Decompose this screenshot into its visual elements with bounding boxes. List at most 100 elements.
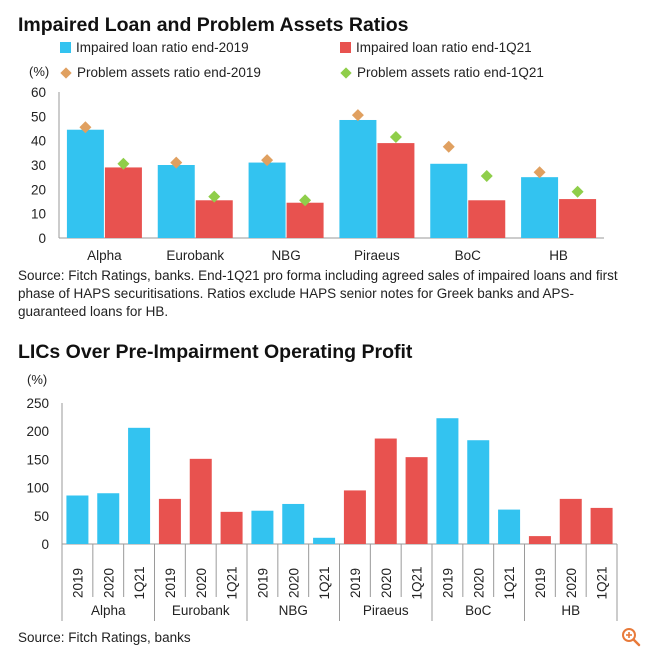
bar-piraeus-2019: [343, 490, 366, 544]
x-period-label: 2020: [101, 568, 116, 598]
bar-eurobank-2020: [189, 458, 212, 544]
bar-nbg-2019: [251, 510, 274, 544]
y-tick-label: 30: [31, 158, 46, 173]
chart2-title: LICs Over Pre-Impairment Operating Profi…: [18, 341, 413, 363]
diamond-marker-problem-assets-ratio-end-2019: [442, 140, 455, 153]
x-period-label: 2020: [379, 568, 394, 598]
x-period-label: 1Q21: [317, 566, 332, 599]
bar-impaired-loan-ratio-end-1q21: [377, 143, 415, 238]
legend-item-problem-1q21: Problem assets ratio end-1Q21: [340, 65, 544, 80]
lics-chart: (%) 0 50 100 150 200 250 2019 2020 1Q21 Alpha 2019 2…: [26, 372, 618, 621]
bar-eurobank-2019: [158, 498, 181, 544]
legend-square-red-icon: [340, 42, 351, 53]
legend-label: Problem assets ratio end-1Q21: [357, 65, 544, 80]
x-group-label: Piraeus: [363, 603, 409, 618]
x-category-label: Alpha: [87, 248, 122, 263]
diamond-marker-problem-assets-ratio-end-2019: [79, 121, 92, 134]
bar-piraeus-1q21: [405, 457, 428, 544]
x-period-label: 2019: [70, 568, 85, 598]
bar-eurobank-1q21: [220, 511, 243, 544]
x-period-label: 2020: [471, 568, 486, 598]
bar-impaired-loan-ratio-end-2019: [521, 177, 559, 238]
y-tick-label: 0: [41, 537, 49, 552]
bar-impaired-loan-ratio-end-1q21: [195, 200, 233, 238]
x-group-label: HB: [561, 603, 580, 618]
bar-nbg-2020: [282, 503, 305, 544]
y-tick-label: 10: [31, 207, 46, 222]
diamond-marker-problem-assets-ratio-end-1q21: [480, 169, 493, 182]
x-period-label: 1Q21: [225, 566, 240, 599]
diamond-marker-problem-assets-ratio-end-2019: [261, 154, 274, 167]
x-category-label: Piraeus: [354, 248, 400, 263]
y-tick-label: 200: [26, 424, 49, 439]
bar-alpha-1q21: [128, 427, 151, 544]
x-category-label: Eurobank: [166, 248, 224, 263]
diamond-marker-problem-assets-ratio-end-1q21: [208, 190, 221, 203]
bar-boc-2019: [436, 418, 459, 544]
y-tick-label: 150: [26, 452, 49, 467]
y-tick-label: 50: [34, 509, 49, 524]
x-category-label: NBG: [271, 248, 300, 263]
bar-impaired-loan-ratio-end-2019: [66, 129, 104, 238]
bar-piraeus-2020: [374, 438, 397, 544]
x-period-label: 1Q21: [410, 566, 425, 599]
y-tick-label: 250: [26, 396, 49, 411]
y-tick-label: 60: [31, 85, 46, 100]
legend-item-problem-2019: Problem assets ratio end-2019: [60, 65, 261, 80]
bar-boc-2020: [467, 440, 490, 544]
x-period-label: 1Q21: [132, 566, 147, 599]
bar-impaired-loan-ratio-end-1q21: [104, 167, 142, 238]
x-period-label: 2020: [286, 568, 301, 598]
bar-impaired-loan-ratio-end-2019: [248, 162, 286, 238]
chart2-source-note: Source: Fitch Ratings, banks: [18, 630, 191, 645]
x-period-label: 2019: [255, 568, 270, 598]
bar-impaired-loan-ratio-end-1q21: [468, 200, 506, 238]
bar-alpha-2020: [97, 493, 120, 544]
chart1-title: Impaired Loan and Problem Assets Ratios: [18, 14, 409, 36]
bar-nbg-1q21: [313, 537, 336, 544]
y-axis-unit-label: (%): [27, 372, 47, 387]
diamond-marker-problem-assets-ratio-end-2019: [170, 156, 183, 169]
bar-boc-1q21: [498, 509, 521, 544]
x-period-label: 2020: [564, 568, 579, 598]
zoom-in-icon[interactable]: [621, 627, 641, 647]
diamond-marker-problem-assets-ratio-end-1q21: [117, 157, 130, 170]
x-period-label: 2019: [348, 568, 363, 598]
legend-square-blue-icon: [60, 42, 71, 53]
diamond-marker-problem-assets-ratio-end-2019: [351, 109, 364, 122]
y-axis-unit-label: (%): [29, 64, 49, 79]
diamond-marker-problem-assets-ratio-end-2019: [533, 166, 546, 179]
diamond-marker-problem-assets-ratio-end-1q21: [571, 185, 584, 198]
x-period-label: 2019: [163, 568, 178, 598]
x-group-label: Alpha: [91, 603, 126, 618]
bar-hb-2019: [528, 536, 551, 544]
diamond-marker-problem-assets-ratio-end-1q21: [299, 194, 312, 207]
legend-label: Problem assets ratio end-2019: [77, 65, 261, 80]
x-group-label: BoC: [465, 603, 492, 618]
bar-hb-1q21: [590, 507, 613, 544]
bar-hb-2020: [559, 498, 582, 544]
bar-alpha-2019: [66, 495, 89, 544]
bar-impaired-loan-ratio-end-2019: [339, 119, 377, 238]
bar-impaired-loan-ratio-end-2019: [430, 163, 468, 238]
chart1-source-note: Source: Fitch Ratings, banks. End-1Q21 p…: [18, 268, 618, 319]
legend-item-impaired-1q21: Impaired loan ratio end-1Q21: [340, 40, 532, 55]
x-period-label: 1Q21: [595, 566, 610, 599]
y-tick-label: 20: [31, 182, 46, 197]
x-period-label: 1Q21: [502, 566, 517, 599]
y-tick-label: 40: [31, 134, 46, 149]
y-tick-label: 50: [31, 109, 46, 124]
bar-impaired-loan-ratio-end-2019: [157, 165, 195, 238]
y-tick-label: 100: [26, 481, 49, 496]
x-period-label: 2019: [533, 568, 548, 598]
bar-impaired-loan-ratio-end-1q21: [286, 202, 324, 238]
legend-item-impaired-2019: Impaired loan ratio end-2019: [60, 40, 249, 55]
diamond-marker-problem-assets-ratio-end-1q21: [389, 131, 402, 144]
x-period-label: 2019: [440, 568, 455, 598]
legend-label: Impaired loan ratio end-2019: [76, 40, 249, 55]
bar-impaired-loan-ratio-end-1q21: [559, 199, 597, 238]
x-period-label: 2020: [194, 568, 209, 598]
legend-label: Impaired loan ratio end-1Q21: [356, 40, 532, 55]
x-category-label: BoC: [455, 248, 482, 263]
y-tick-label: 0: [38, 231, 46, 246]
